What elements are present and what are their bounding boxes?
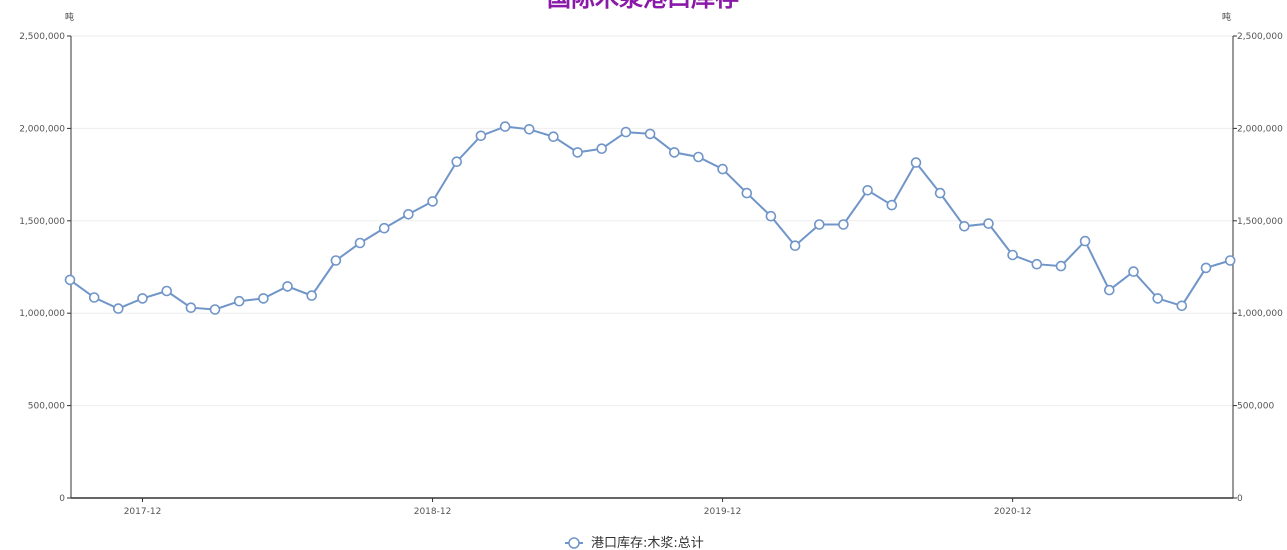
legend[interactable]: 港口库存:木浆:总计 [565, 535, 704, 550]
data-point[interactable] [451, 156, 463, 167]
series-line [69, 125, 1231, 311]
data-point[interactable] [1152, 293, 1163, 304]
left-tick-label: 2,000,000 [19, 124, 65, 134]
data-point[interactable] [499, 121, 511, 132]
data-point[interactable] [64, 274, 76, 286]
data-point[interactable] [282, 281, 293, 292]
data-point[interactable] [765, 210, 777, 222]
data-point[interactable] [113, 303, 124, 314]
data-point[interactable] [209, 304, 221, 315]
data-point[interactable] [983, 218, 994, 229]
legend-label: 港口库存:木浆:总计 [591, 535, 704, 550]
x-tick-label: 2019-12 [704, 507, 742, 517]
data-point[interactable] [596, 143, 608, 154]
right-tick-label: 500,000 [1237, 402, 1274, 412]
chart-title: 国际木浆港口库存 [547, 0, 739, 12]
left-axis-unit: 吨 [65, 11, 74, 23]
data-point[interactable] [475, 130, 487, 142]
x-axis-ticks: 2017-12 2018-12 2019-12 2020-12 [124, 498, 1032, 517]
data-point[interactable] [789, 240, 801, 251]
data-point[interactable] [644, 128, 656, 140]
right-tick-label: 2,000,000 [1237, 124, 1283, 134]
data-point[interactable] [934, 187, 946, 199]
data-point[interactable] [572, 147, 583, 158]
grid-lines [71, 35, 1233, 407]
data-point[interactable] [1200, 262, 1212, 274]
right-tick-label: 1,500,000 [1237, 217, 1283, 227]
data-point[interactable] [1079, 235, 1091, 247]
data-point[interactable] [137, 293, 148, 304]
x-tick-label: 2017-12 [124, 507, 162, 517]
data-point[interactable] [258, 293, 269, 304]
data-point[interactable] [693, 151, 704, 163]
data-point[interactable] [88, 292, 100, 303]
left-tick-label: 0 [59, 494, 65, 504]
series-points [64, 121, 1236, 315]
legend-marker-icon [568, 537, 580, 549]
left-tick-label: 500,000 [28, 402, 65, 412]
left-tick-label: 1,500,000 [19, 217, 65, 227]
right-tick-label: 1,000,000 [1237, 309, 1283, 319]
data-point[interactable] [620, 126, 632, 138]
data-point[interactable] [1224, 255, 1236, 266]
data-point[interactable] [862, 185, 873, 196]
data-point[interactable] [1007, 249, 1018, 261]
data-point[interactable] [354, 237, 366, 249]
data-point[interactable] [838, 219, 849, 230]
x-tick-label: 2020-12 [994, 507, 1032, 517]
data-point[interactable] [886, 199, 898, 211]
left-y-axis-ticks: 0 500,000 1,000,000 1,500,000 2,000,000 2,500… [19, 32, 71, 504]
x-tick-label: 2018-12 [414, 507, 452, 517]
left-tick-label: 2,500,000 [19, 32, 65, 42]
data-point[interactable] [548, 131, 559, 142]
data-point[interactable] [1176, 300, 1188, 312]
data-point[interactable] [378, 222, 390, 234]
data-point[interactable] [185, 302, 197, 314]
data-point[interactable] [1104, 284, 1115, 296]
data-point[interactable] [717, 163, 728, 175]
data-point[interactable] [1031, 258, 1043, 270]
right-axis-unit: 吨 [1222, 11, 1231, 23]
data-point[interactable] [306, 290, 318, 301]
data-point[interactable] [1128, 266, 1139, 277]
data-point[interactable] [330, 255, 342, 266]
data-point[interactable] [958, 221, 970, 232]
data-point[interactable] [741, 187, 753, 199]
right-tick-label: 2,500,000 [1237, 32, 1283, 42]
left-tick-label: 1,000,000 [19, 309, 65, 319]
right-y-axis-ticks: 0 500,000 1,000,000 1,500,000 2,000,000 2,500… [1233, 32, 1283, 504]
data-point[interactable] [668, 147, 680, 158]
data-point[interactable] [1055, 260, 1067, 272]
data-point[interactable] [403, 209, 414, 220]
data-point[interactable] [813, 219, 825, 230]
data-point[interactable] [427, 196, 438, 207]
data-point[interactable] [161, 285, 172, 297]
right-tick-label: 0 [1237, 494, 1243, 504]
data-point[interactable] [523, 124, 535, 135]
data-point[interactable] [233, 295, 245, 307]
data-point[interactable] [910, 157, 922, 168]
